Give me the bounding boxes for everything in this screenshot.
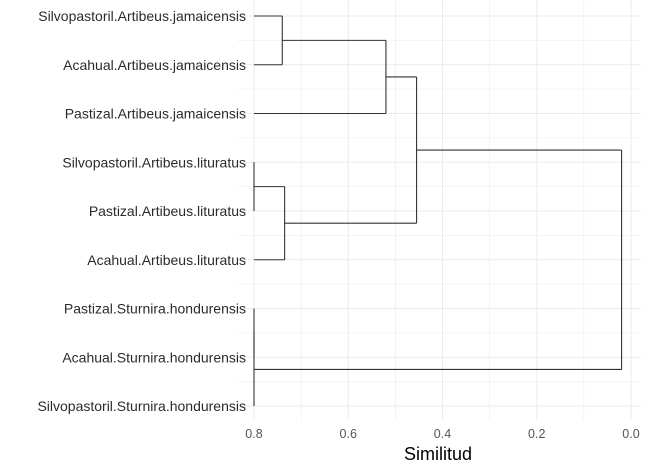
x-tick-label: 0.6 [340,427,357,441]
x-tick-label: 0.4 [434,427,451,441]
leaf-label: Pastizal.Sturnira.hondurensis [64,301,246,317]
x-tick-label: 0.8 [245,427,262,441]
x-axis-title: Similitud [404,444,472,464]
leaf-label: Pastizal.Artibeus.jamaicensis [65,106,246,122]
leaf-label: Acahual.Artibeus.lituratus [87,252,246,268]
x-tick-label: 0.2 [528,427,545,441]
grid [237,0,641,420]
leaf-label: Silvopastoril.Artibeus.jamaicensis [38,8,246,24]
dendrogram-branches [253,15,623,406]
x-tick-label: 0.0 [622,427,639,441]
leaf-label: Acahual.Artibeus.jamaicensis [63,57,246,73]
x-axis-ticks: 0.8 0.6 0.4 0.2 0.0 [245,427,639,441]
leaf-labels: Silvopastoril.Artibeus.jamaicensis Acahua… [37,8,246,414]
leaf-label: Acahual.Sturnira.hondurensis [62,349,246,365]
leaf-label: Silvopastoril.Artibeus.lituratus [62,154,246,170]
leaf-label: Pastizal.Artibeus.lituratus [89,203,246,219]
leaf-label: Silvopastoril.Sturnira.hondurensis [37,398,246,414]
